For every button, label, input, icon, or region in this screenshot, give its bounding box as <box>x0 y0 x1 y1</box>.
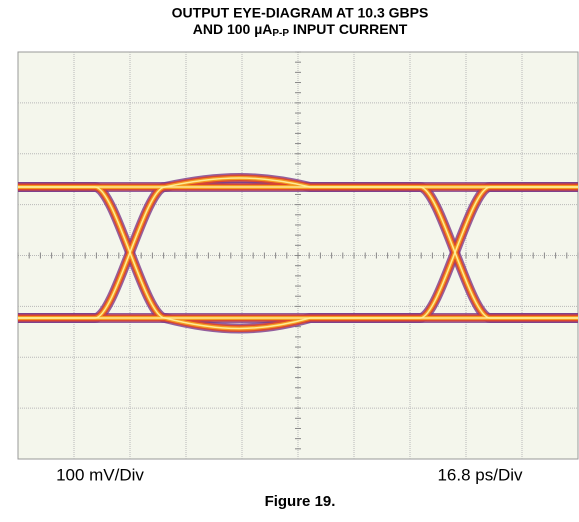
horizontal-scale: 16.8 ps/Div <box>437 465 523 484</box>
figure: OUTPUT EYE-DIAGRAM AT 10.3 GBPS AND 100 … <box>0 0 579 517</box>
title-line-1: OUTPUT EYE-DIAGRAM AT 10.3 GBPS <box>172 5 429 21</box>
title-text: AND 100 µA <box>193 21 273 37</box>
caption: Figure 19. <box>265 493 336 510</box>
vertical-scale: 100 mV/Div <box>56 465 144 484</box>
title-text: INPUT CURRENT <box>289 21 408 37</box>
title-line-2: AND 100 µAP-P INPUT CURRENT <box>193 21 408 39</box>
title-subscript: P-P <box>272 28 289 39</box>
